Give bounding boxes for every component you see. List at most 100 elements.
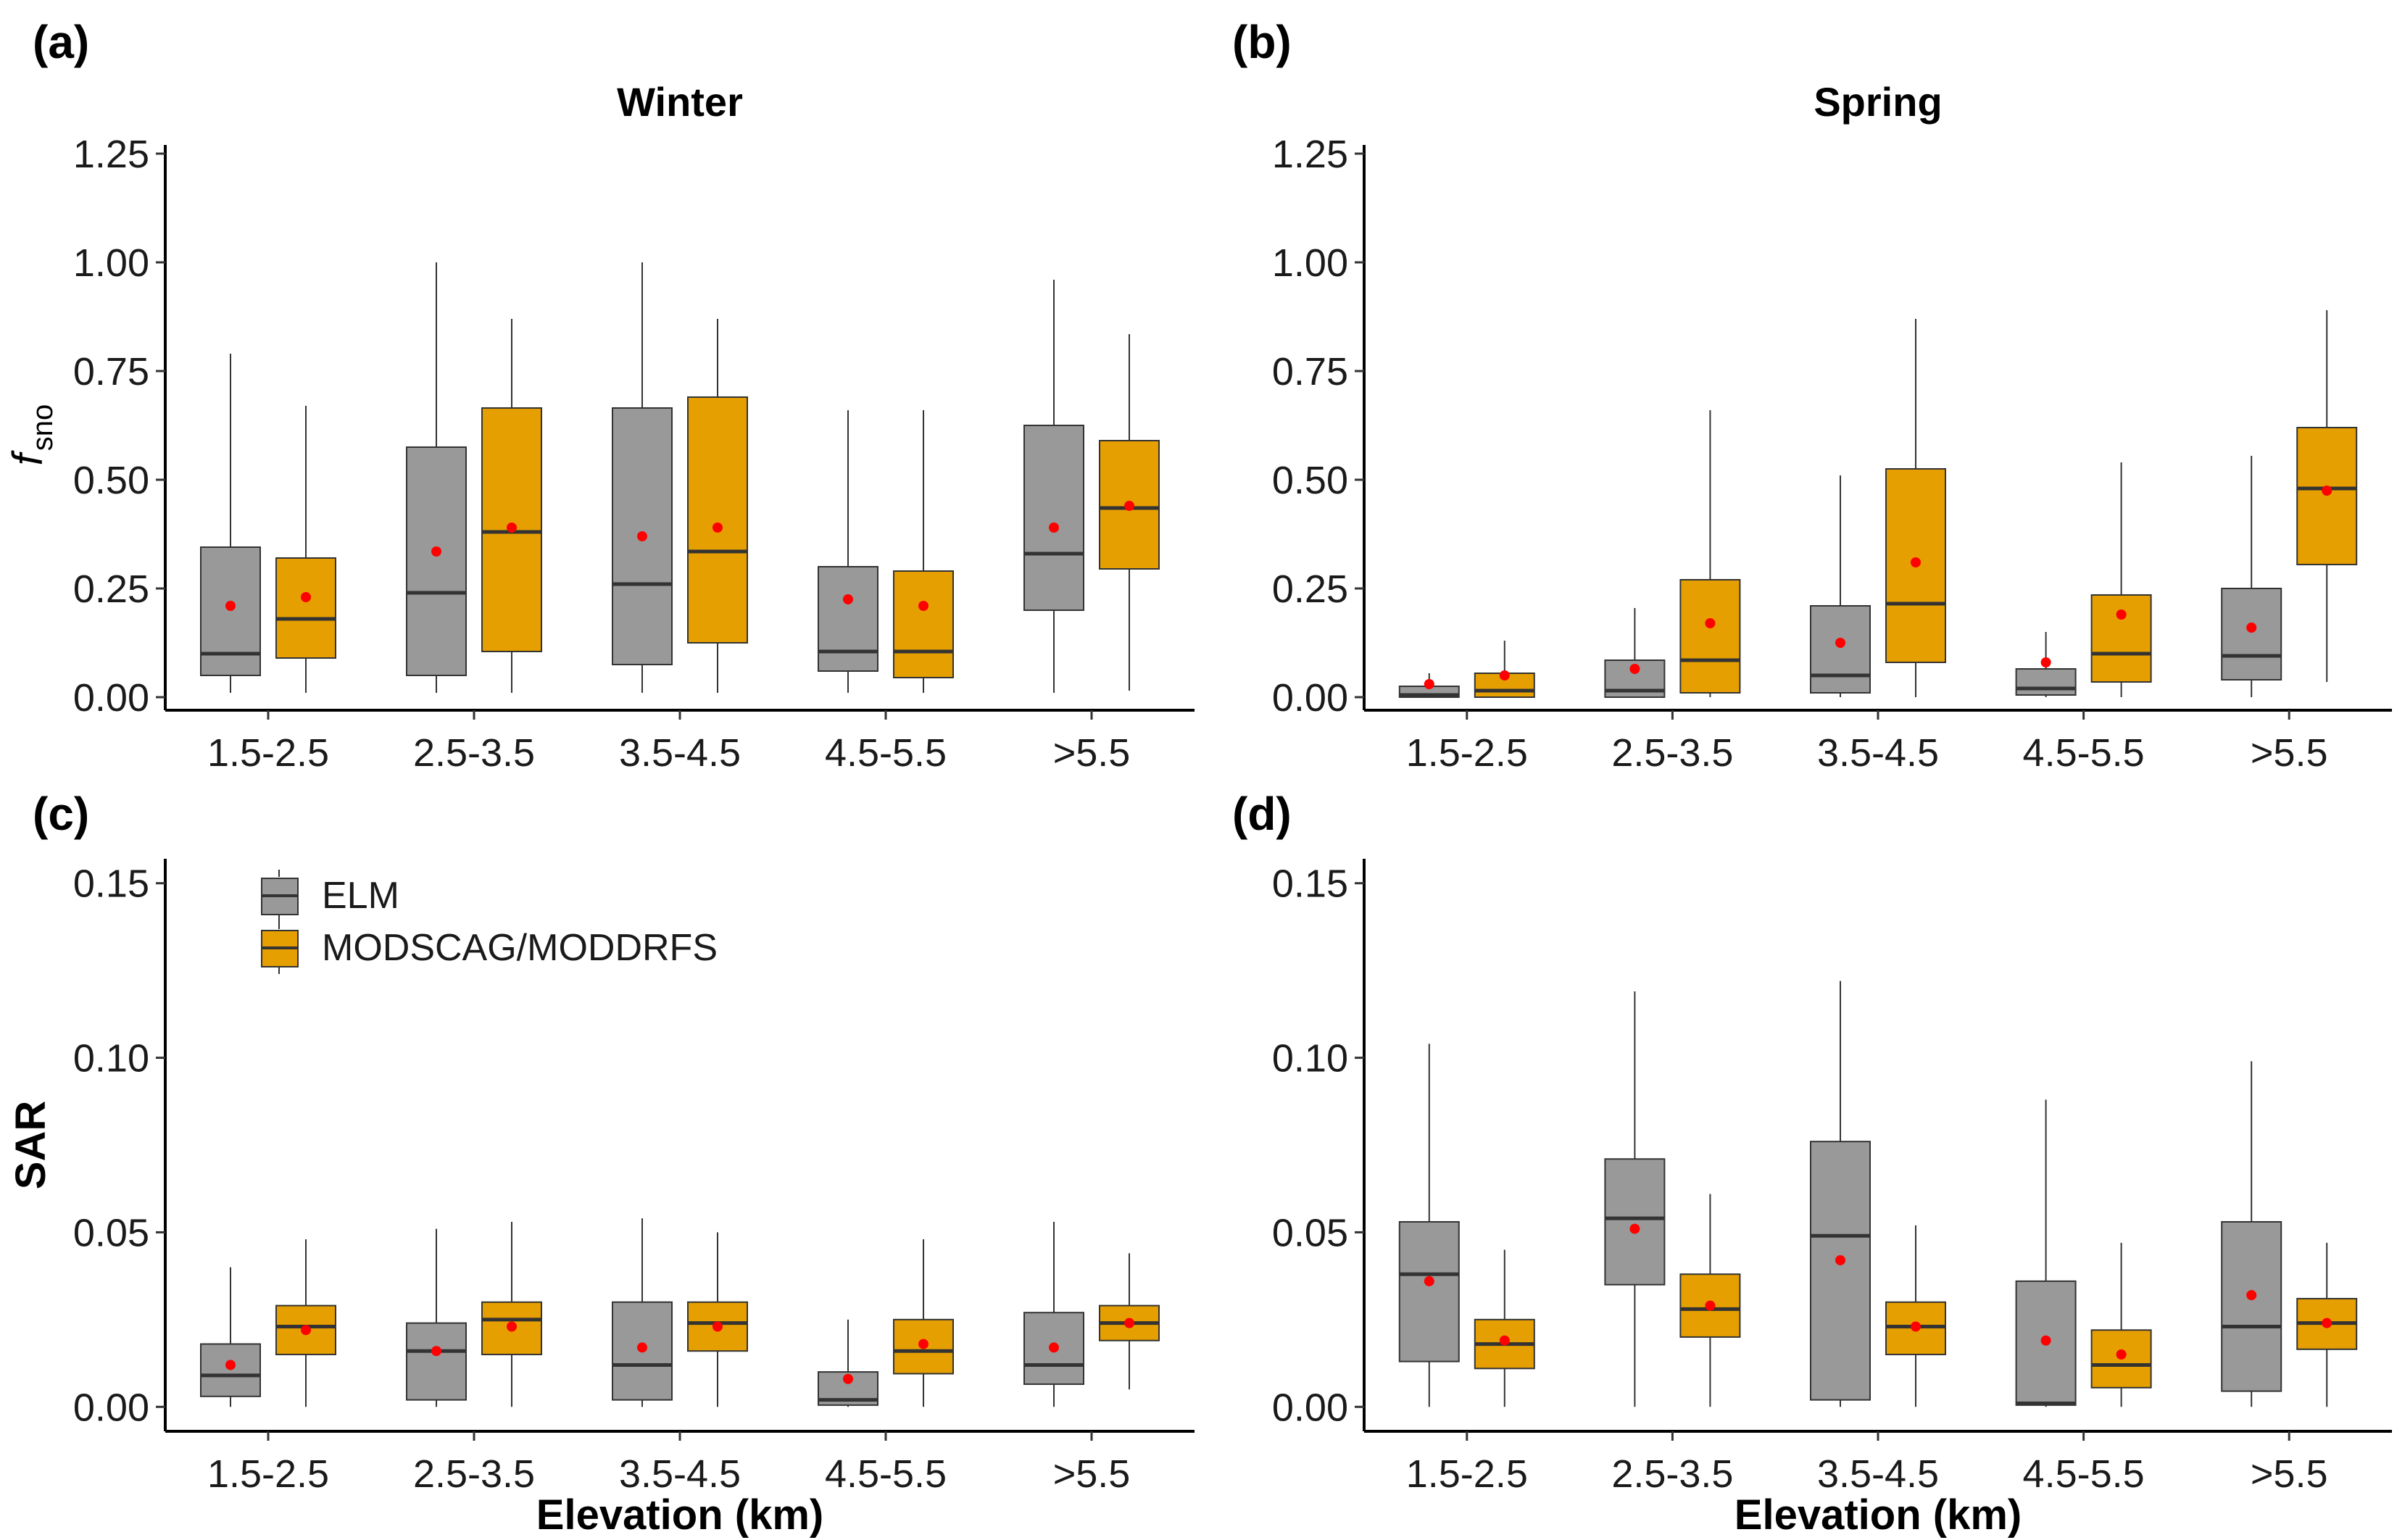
panel-c-x-axis-title: Elevation (km) <box>536 1491 823 1539</box>
panel-a-y-tick-label: 0.75 <box>73 350 149 394</box>
panel-a-x-tick-label: 1.5-2.5 <box>207 731 329 775</box>
panel-a-y-tick-label: 0.50 <box>73 459 149 502</box>
panel-c-x-tick-label: >5.5 <box>1053 1452 1131 1496</box>
panel-c-y-tick-label: 0.10 <box>73 1037 149 1081</box>
panel-a-modscag-box <box>687 396 748 644</box>
panel-a-modscag-mean-point <box>1124 501 1134 511</box>
panel-d-y-tick-label: 0.15 <box>1272 862 1348 906</box>
panel-a-elm-box <box>200 546 261 676</box>
panel-c-modscag-mean-point <box>918 1339 929 1349</box>
panel-a-elm-mean-point <box>431 546 441 557</box>
panel-c-elm-box <box>200 1343 261 1397</box>
panel-b-x-tick-label: 1.5-2.5 <box>1406 731 1528 775</box>
panel-b-modscag-mean-point <box>2322 486 2332 496</box>
panel-c-elm-box <box>406 1322 467 1401</box>
panel-b-elm-mean-point <box>2040 657 2051 667</box>
panel-c-elm-mean-point <box>225 1360 236 1370</box>
panel-b-y-tick-label: 0.00 <box>1272 676 1348 720</box>
panel-b-modscag-mean-point <box>1705 618 1716 628</box>
panel-b-modscag-box <box>2296 427 2358 565</box>
panel-c-x-tick-label: 1.5-2.5 <box>207 1452 329 1496</box>
panel-a-y-axis-title-sub: sno <box>27 404 59 451</box>
panel-b-elm-mean-point <box>1424 679 1434 689</box>
panel-d-modscag-mean-point <box>2322 1318 2332 1328</box>
panel-a-elm-mean-point <box>637 531 647 541</box>
panel-a-elm-box <box>406 446 467 676</box>
panel-d-modscag-mean-point <box>2116 1349 2127 1360</box>
panel-d-elm-mean-point <box>2040 1335 2051 1346</box>
panel-a-x-tick-label: 2.5-3.5 <box>413 731 535 775</box>
panel-c-elm-mean-point <box>431 1346 441 1357</box>
panel-d-elm-mean-point <box>1424 1275 1434 1286</box>
panel-d-x-tick-label: 3.5-4.5 <box>1817 1452 1939 1496</box>
panel-b-elm-box <box>2221 588 2282 680</box>
panel-a-elm-mean-point <box>1049 523 1059 533</box>
panel-d-x-axis-title: Elevation (km) <box>1735 1491 2022 1539</box>
panel-c-elm-mean-point <box>1049 1342 1059 1353</box>
panel-c-x-tick-label: 2.5-3.5 <box>413 1452 535 1496</box>
panel-d-elm-box <box>1398 1220 1460 1362</box>
panel-a-tag: (a) <box>33 16 89 68</box>
panel-c-modscag-mean-point <box>1124 1318 1134 1328</box>
panel-b-modscag-mean-point <box>1911 557 1921 567</box>
legend-label-modscag: MODSCAG/MODDRFS <box>322 927 718 969</box>
panel-d-tag: (d) <box>1232 788 1292 840</box>
panel-d-elm-box <box>1810 1141 1871 1401</box>
panel-d-x-tick-label: 4.5-5.5 <box>2023 1452 2145 1496</box>
panel-b-elm-mean-point <box>2246 623 2257 633</box>
panel-a-y-tick-label: 0.25 <box>73 567 149 611</box>
panel-c-elm-mean-point <box>637 1342 647 1353</box>
panel-b-x-tick-label: 4.5-5.5 <box>2023 731 2145 775</box>
panel-b-y-tick-label: 0.75 <box>1272 350 1348 394</box>
legend-label-elm: ELM <box>322 875 399 917</box>
panel-a-elm-box <box>1023 425 1084 611</box>
panel-d-y-tick-label: 0.05 <box>1272 1211 1348 1254</box>
panel-a-x-tick-label: 4.5-5.5 <box>825 731 947 775</box>
panel-a-y-tick-label: 1.00 <box>73 241 149 285</box>
panel-a-modscag-mean-point <box>301 592 311 602</box>
legend: ELM MODSCAG/MODDRFS <box>261 870 718 974</box>
panel-a-elm-mean-point <box>843 594 853 604</box>
panel-c-x-tick-label: 3.5-4.5 <box>619 1452 741 1496</box>
panel-c-y-tick-label: 0.05 <box>73 1211 149 1254</box>
legend-key-elm <box>261 870 299 922</box>
panel-d-x-tick-label: >5.5 <box>2251 1452 2328 1496</box>
panel-c-modscag-mean-point <box>301 1325 311 1336</box>
panel-a-y-tick-label: 1.25 <box>73 133 149 176</box>
panel-c-y-tick-label: 0.00 <box>73 1386 149 1429</box>
legend-item-elm: ELM <box>261 870 718 922</box>
panel-d-elm-mean-point <box>2246 1290 2257 1301</box>
panel-a-modscag-box <box>893 570 954 678</box>
panel-a-modscag-box <box>275 557 336 659</box>
panel-d-modscag-mean-point <box>1705 1300 1716 1311</box>
panel-b-modscag-box <box>1679 579 1741 694</box>
panel-b-elm-box <box>2015 668 2077 696</box>
panel-b-modscag-box <box>2090 594 2152 683</box>
panel-b-y-tick-label: 0.25 <box>1272 567 1348 611</box>
panel-b-modscag-mean-point <box>1499 670 1510 680</box>
panel-d-elm-mean-point <box>1835 1254 1845 1265</box>
panel-b-x-tick-label: 3.5-4.5 <box>1817 731 1939 775</box>
panel-a-y-axis-title: fsno <box>4 404 59 466</box>
panel-a-modscag-mean-point <box>713 523 723 533</box>
panel-b-elm-mean-point <box>1629 664 1640 674</box>
panel-c-modscag-mean-point <box>507 1321 517 1332</box>
panel-a-modscag-mean-point <box>918 601 929 611</box>
panel-c-elm-mean-point <box>843 1373 853 1384</box>
panel-b-title: Spring <box>1814 79 1942 125</box>
panel-d-elm-mean-point <box>1629 1223 1640 1234</box>
panel-d-modscag-mean-point <box>1911 1321 1921 1332</box>
panel-a-elm-box <box>818 566 878 672</box>
panel-b-x-tick-label: >5.5 <box>2251 731 2328 775</box>
panel-d-elm-box <box>2221 1220 2282 1392</box>
legend-key-modscag <box>261 922 299 974</box>
panel-c-x-tick-label: 4.5-5.5 <box>825 1452 947 1496</box>
panel-b-y-tick-label: 1.25 <box>1272 133 1348 176</box>
panel-b-y-tick-label: 0.50 <box>1272 459 1348 502</box>
panel-d-modscag-mean-point <box>1499 1335 1510 1346</box>
panel-d-elm-box <box>1604 1158 1666 1286</box>
panel-c-y-tick-label: 0.15 <box>73 862 149 906</box>
panel-b-elm-box <box>1810 605 1871 694</box>
panel-d-y-tick-label: 0.00 <box>1272 1386 1348 1429</box>
